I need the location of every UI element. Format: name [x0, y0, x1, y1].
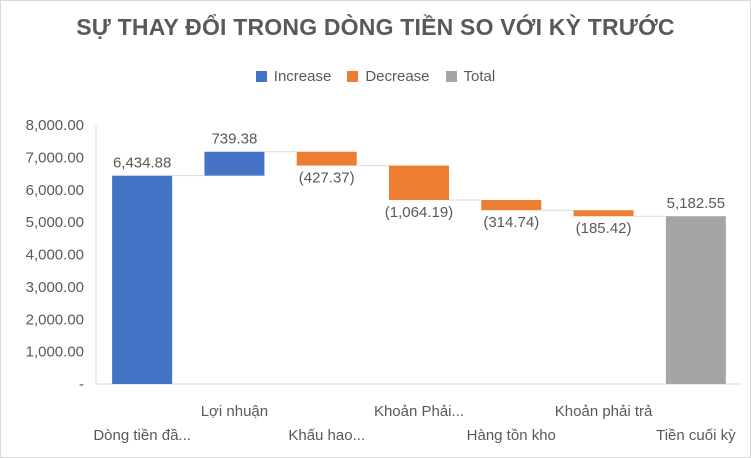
data-label: (314.74) — [483, 214, 539, 231]
data-label: (1,064.19) — [385, 204, 453, 221]
legend: Increase Decrease Total — [0, 68, 751, 85]
y-tick-label: 1,000.00 — [26, 344, 84, 361]
data-label: 739.38 — [211, 131, 257, 148]
legend-item-total: Total — [445, 68, 496, 85]
x-category-label: Dòng tiền đầ... — [93, 427, 191, 444]
x-category-label: Hàng tồn kho — [467, 427, 556, 444]
data-label: (185.42) — [576, 220, 632, 237]
legend-label-increase: Increase — [273, 68, 332, 85]
x-category-label: Lợi nhuận — [201, 403, 268, 420]
y-tick-label: 7,000.00 — [26, 149, 84, 166]
bar-increase — [204, 151, 265, 176]
bar-total — [665, 216, 726, 384]
x-category-label: Khoản Phải... — [374, 403, 464, 420]
y-tick-label: 4,000.00 — [26, 247, 84, 264]
legend-swatch-increase — [255, 71, 267, 82]
legend-swatch-total — [445, 71, 457, 82]
y-tick-label: 3,000.00 — [26, 279, 84, 296]
legend-label-decrease: Decrease — [365, 68, 430, 85]
data-label: 6,434.88 — [113, 155, 171, 172]
chart-title: SỰ THAY ĐỔI TRONG DÒNG TIỀN SO VỚI KỲ TR… — [76, 14, 675, 40]
data-label: (427.37) — [299, 170, 355, 187]
y-tick-label: 6,000.00 — [26, 182, 84, 199]
y-tick-label: 2,000.00 — [26, 311, 84, 328]
legend-swatch-decrease — [347, 71, 359, 82]
y-tick-label: 8,000.00 — [26, 117, 84, 134]
x-category-label: Khấu hao... — [288, 427, 365, 444]
legend-item-increase: Increase — [255, 68, 332, 85]
y-tick-label: - — [79, 376, 84, 393]
legend-label-total: Total — [463, 68, 496, 85]
y-tick-label: 5,000.00 — [26, 214, 84, 231]
bar-decrease — [389, 165, 449, 201]
x-category-label: Khoản phải trả — [555, 403, 653, 420]
bar-decrease — [481, 200, 542, 211]
bar-decrease — [296, 151, 357, 166]
legend-item-decrease: Decrease — [347, 68, 430, 85]
bar-decrease — [573, 210, 634, 217]
bar-increase — [112, 175, 173, 384]
data-label: 5,182.55 — [667, 195, 725, 212]
x-category-label: Tiền cuối kỳ — [656, 427, 736, 444]
